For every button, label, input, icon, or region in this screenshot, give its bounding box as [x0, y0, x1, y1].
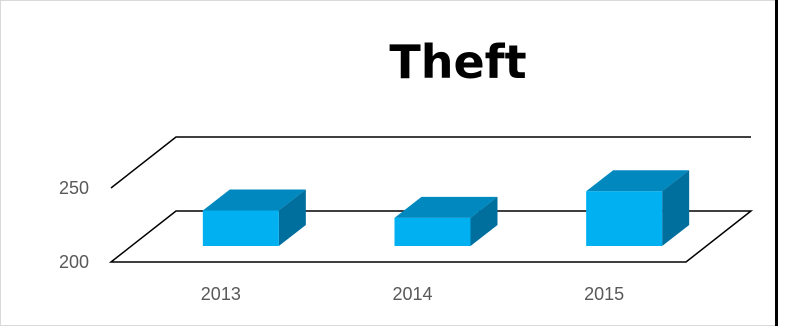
bar-top-2014 — [394, 196, 498, 218]
y-tick-label-200: 200 — [59, 252, 89, 272]
plot-area — [108, 136, 754, 263]
bar-2014 — [394, 196, 498, 246]
bars-group — [202, 170, 690, 246]
bar-side-2013 — [278, 189, 306, 246]
chart-floor — [108, 210, 754, 263]
x-tick-label-2014: 2014 — [392, 284, 432, 304]
bar-top-2015 — [586, 170, 690, 192]
x-tick-label-2015: 2015 — [584, 284, 624, 304]
bar-2013 — [202, 189, 306, 246]
x-axis-ticks: 2013 2014 2015 — [201, 284, 624, 304]
right-border-line — [775, 0, 778, 326]
bar-top-2013 — [202, 189, 306, 211]
bar-front-2015 — [586, 191, 663, 246]
y-axis-ticks: 200 250 — [59, 178, 89, 272]
gridline-250 — [110, 136, 751, 189]
bar-side-2015 — [662, 170, 690, 246]
x-tick-label-2013: 2013 — [201, 284, 241, 304]
y-tick-label-250: 250 — [59, 178, 89, 198]
bar-front-2013 — [202, 210, 279, 246]
bar-side-2014 — [470, 196, 498, 246]
bar-2015 — [586, 170, 690, 246]
chart-frame — [0, 0, 777, 326]
bar-front-2014 — [394, 217, 471, 246]
theft-chart: Theft 200 250 2013 2014 2015 — [59, 35, 754, 304]
chart-title: Theft — [389, 35, 526, 89]
